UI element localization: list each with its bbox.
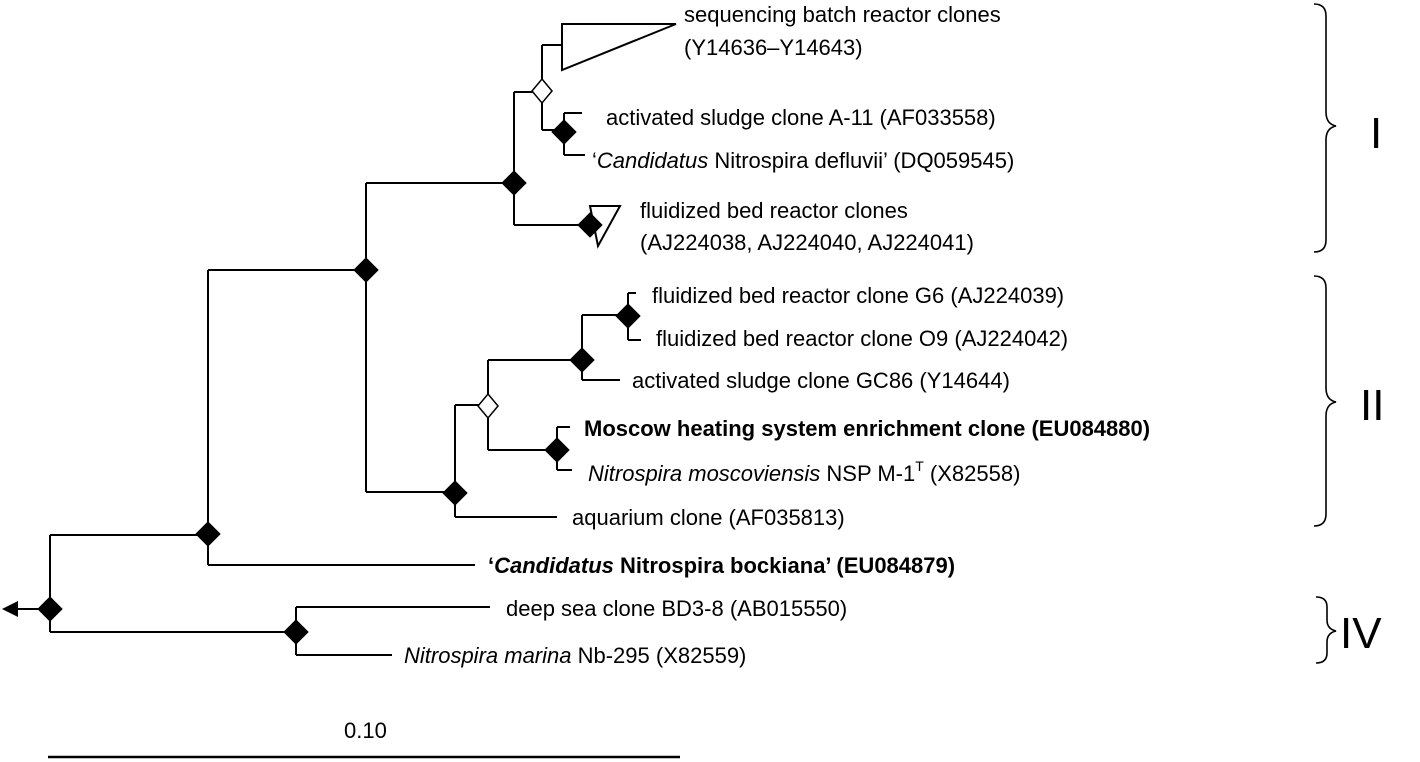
- cluster-label-II: II: [1360, 381, 1384, 430]
- node-marker-solid: [551, 119, 577, 145]
- cluster-labels: I II IV: [1340, 109, 1384, 658]
- taxon-label-o9: fluidized bed reactor clone O9 (AJ224042…: [656, 326, 1068, 351]
- node-marker-solid: [501, 170, 527, 196]
- collapsed-clades: [561, 23, 677, 249]
- taxon-label-fbr-accession: (AJ224038, AJ224040, AJ224041): [640, 230, 974, 255]
- node-marker-solid: [544, 437, 570, 463]
- taxon-label-sbr-accession: (Y14636–Y14643): [684, 35, 863, 60]
- taxon-label-defluvii: ‘Candidatus Nitrospira defluvii’ (DQ0595…: [592, 148, 1014, 173]
- node-marker-solid: [195, 521, 221, 547]
- collapsed-clade-sbr: [561, 23, 677, 72]
- taxon-label-moscow: Moscow heating system enrichment clone (…: [584, 416, 1150, 441]
- taxon-label-bd38: deep sea clone BD3-8 (AB015550): [506, 596, 847, 621]
- taxon-label-fbr: fluidized bed reactor clones: [640, 198, 908, 223]
- node-marker-solid: [615, 303, 641, 329]
- taxon-label-marina: Nitrospira marina Nb-295 (X82559): [404, 643, 746, 668]
- brace-cluster-IV: [1315, 596, 1337, 664]
- node-markers: [37, 77, 641, 645]
- node-marker-solid: [442, 480, 468, 506]
- taxon-label-g6: fluidized bed reactor clone G6 (AJ224039…: [652, 283, 1064, 308]
- node-marker-solid: [37, 596, 63, 622]
- node-marker-solid: [283, 619, 309, 645]
- taxon-label-bockiana: ‘Candidatus Nitrospira bockiana’ (EU0848…: [488, 553, 955, 578]
- node-marker-solid: [353, 257, 379, 283]
- node-marker-solid: [569, 347, 595, 373]
- node-marker-solid: [577, 212, 603, 238]
- cluster-label-IV: IV: [1340, 609, 1382, 658]
- taxon-label-a11: activated sludge clone A-11 (AF033558): [606, 105, 996, 130]
- brace-cluster-I: [1313, 3, 1337, 253]
- node-marker-open: [477, 392, 499, 420]
- taxon-label-aquarium: aquarium clone (AF035813): [572, 505, 845, 530]
- cluster-braces: [1313, 3, 1337, 664]
- taxon-label-sbr: sequencing batch reactor clones: [684, 2, 1001, 27]
- taxon-label-gc86: activated sludge clone GC86 (Y14644): [632, 368, 1010, 393]
- scale-bar: 0.10: [48, 718, 680, 759]
- scale-bar-label: 0.10: [344, 718, 387, 743]
- taxon-labels: sequencing batch reactor clones (Y14636–…: [404, 2, 1150, 668]
- taxon-label-moscoviensis: Nitrospira moscoviensis NSP M-1T (X82558…: [588, 458, 1020, 486]
- cluster-label-I: I: [1370, 109, 1382, 158]
- brace-cluster-II: [1313, 275, 1337, 527]
- node-marker-open: [531, 77, 553, 105]
